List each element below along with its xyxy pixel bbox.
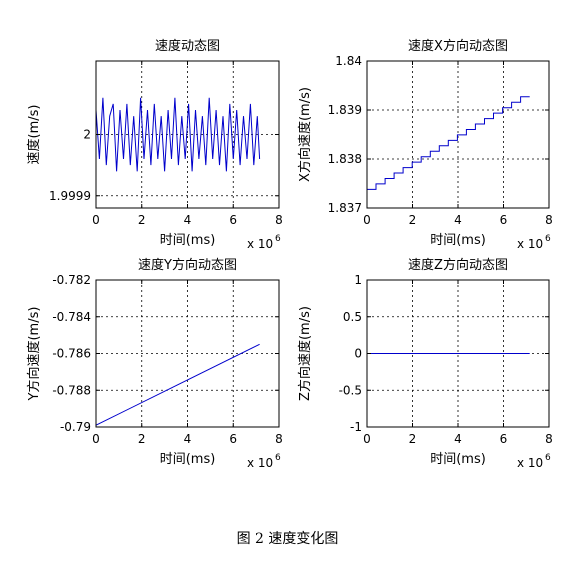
- chart-title: 速度Z方向动态图: [408, 257, 508, 273]
- y-tick-label: -1: [350, 420, 362, 434]
- x-tick-label: 6: [500, 213, 508, 227]
- y-tick-label: 1.837: [328, 201, 362, 215]
- x-exponent-label: x 10: [517, 237, 543, 251]
- chart-title: 速度X方向动态图: [408, 38, 508, 54]
- x-tick-label: 0: [92, 432, 100, 446]
- x-exponent-power: 6: [275, 234, 281, 244]
- y-tick-label: 0.5: [343, 310, 362, 324]
- y-tick-label: -0.782: [52, 273, 91, 287]
- y-axis-label: Y方向速度(m/s): [26, 307, 42, 402]
- y-tick-label: 1.838: [328, 152, 362, 166]
- x-tick-label: 2: [409, 432, 417, 446]
- x-tick-label: 0: [363, 432, 371, 446]
- y-tick-label: 1.9999: [49, 189, 91, 203]
- y-tick-label: -0.79: [60, 420, 91, 434]
- x-tick-label: 6: [229, 213, 237, 227]
- x-exponent-label: x 10: [247, 456, 273, 470]
- x-tick-label: 2: [138, 213, 146, 227]
- x-tick-label: 8: [545, 432, 553, 446]
- x-axis-label: 时间(ms): [160, 452, 216, 467]
- x-axis-label: 时间(ms): [160, 233, 216, 248]
- chart-title: 速度Y方向动态图: [138, 257, 237, 273]
- y-axis-label: 速度(m/s): [26, 105, 42, 165]
- chart-panel-3: 0 2 4 6 8 -0.79 -0.788 -0.786 -0.784 -0.782 速度Y方向动…: [26, 257, 283, 470]
- x-exponent-power: 6: [545, 234, 551, 244]
- x-tick-label: 8: [545, 213, 553, 227]
- x-axis-label: 时间(ms): [430, 233, 486, 248]
- y-tick-label: 1.84: [335, 54, 362, 68]
- x-tick-label: 2: [138, 432, 146, 446]
- y-tick-label: -0.784: [52, 310, 91, 324]
- data-line: [95, 97, 261, 172]
- x-tick-label: 4: [454, 213, 462, 227]
- x-tick-label: 6: [229, 432, 237, 446]
- y-tick-label: 1.839: [328, 103, 362, 117]
- figure-caption: 图 2 速度变化图: [236, 531, 339, 547]
- x-exponent-power: 6: [545, 453, 551, 463]
- y-tick-label: 1: [354, 273, 362, 287]
- x-tick-label: 0: [92, 213, 100, 227]
- y-tick-label: -0.786: [52, 347, 91, 361]
- x-tick-label: 4: [454, 432, 462, 446]
- x-tick-label: 2: [409, 213, 417, 227]
- x-tick-label: 6: [500, 432, 508, 446]
- x-tick-label: 8: [275, 432, 283, 446]
- x-exponent-power: 6: [275, 453, 281, 463]
- y-axis-label: Z方向速度(m/s): [297, 306, 313, 401]
- y-axis-label: X方向速度(m/s): [297, 87, 313, 182]
- x-tick-label: 0: [363, 213, 371, 227]
- data-line: [367, 96, 530, 190]
- data-line: [95, 343, 260, 426]
- x-tick-label: 4: [184, 432, 192, 446]
- x-tick-label: 4: [184, 213, 192, 227]
- y-tick-label: 2: [83, 128, 91, 142]
- x-tick-label: 8: [275, 213, 283, 227]
- y-tick-label: -0.788: [52, 383, 91, 397]
- x-exponent-label: x 10: [247, 237, 273, 251]
- x-exponent-label: x 10: [517, 456, 543, 470]
- chart-title: 速度动态图: [155, 38, 220, 54]
- y-tick-label: 0: [354, 347, 362, 361]
- x-axis-label: 时间(ms): [430, 452, 486, 467]
- y-tick-label: -0.5: [339, 383, 362, 397]
